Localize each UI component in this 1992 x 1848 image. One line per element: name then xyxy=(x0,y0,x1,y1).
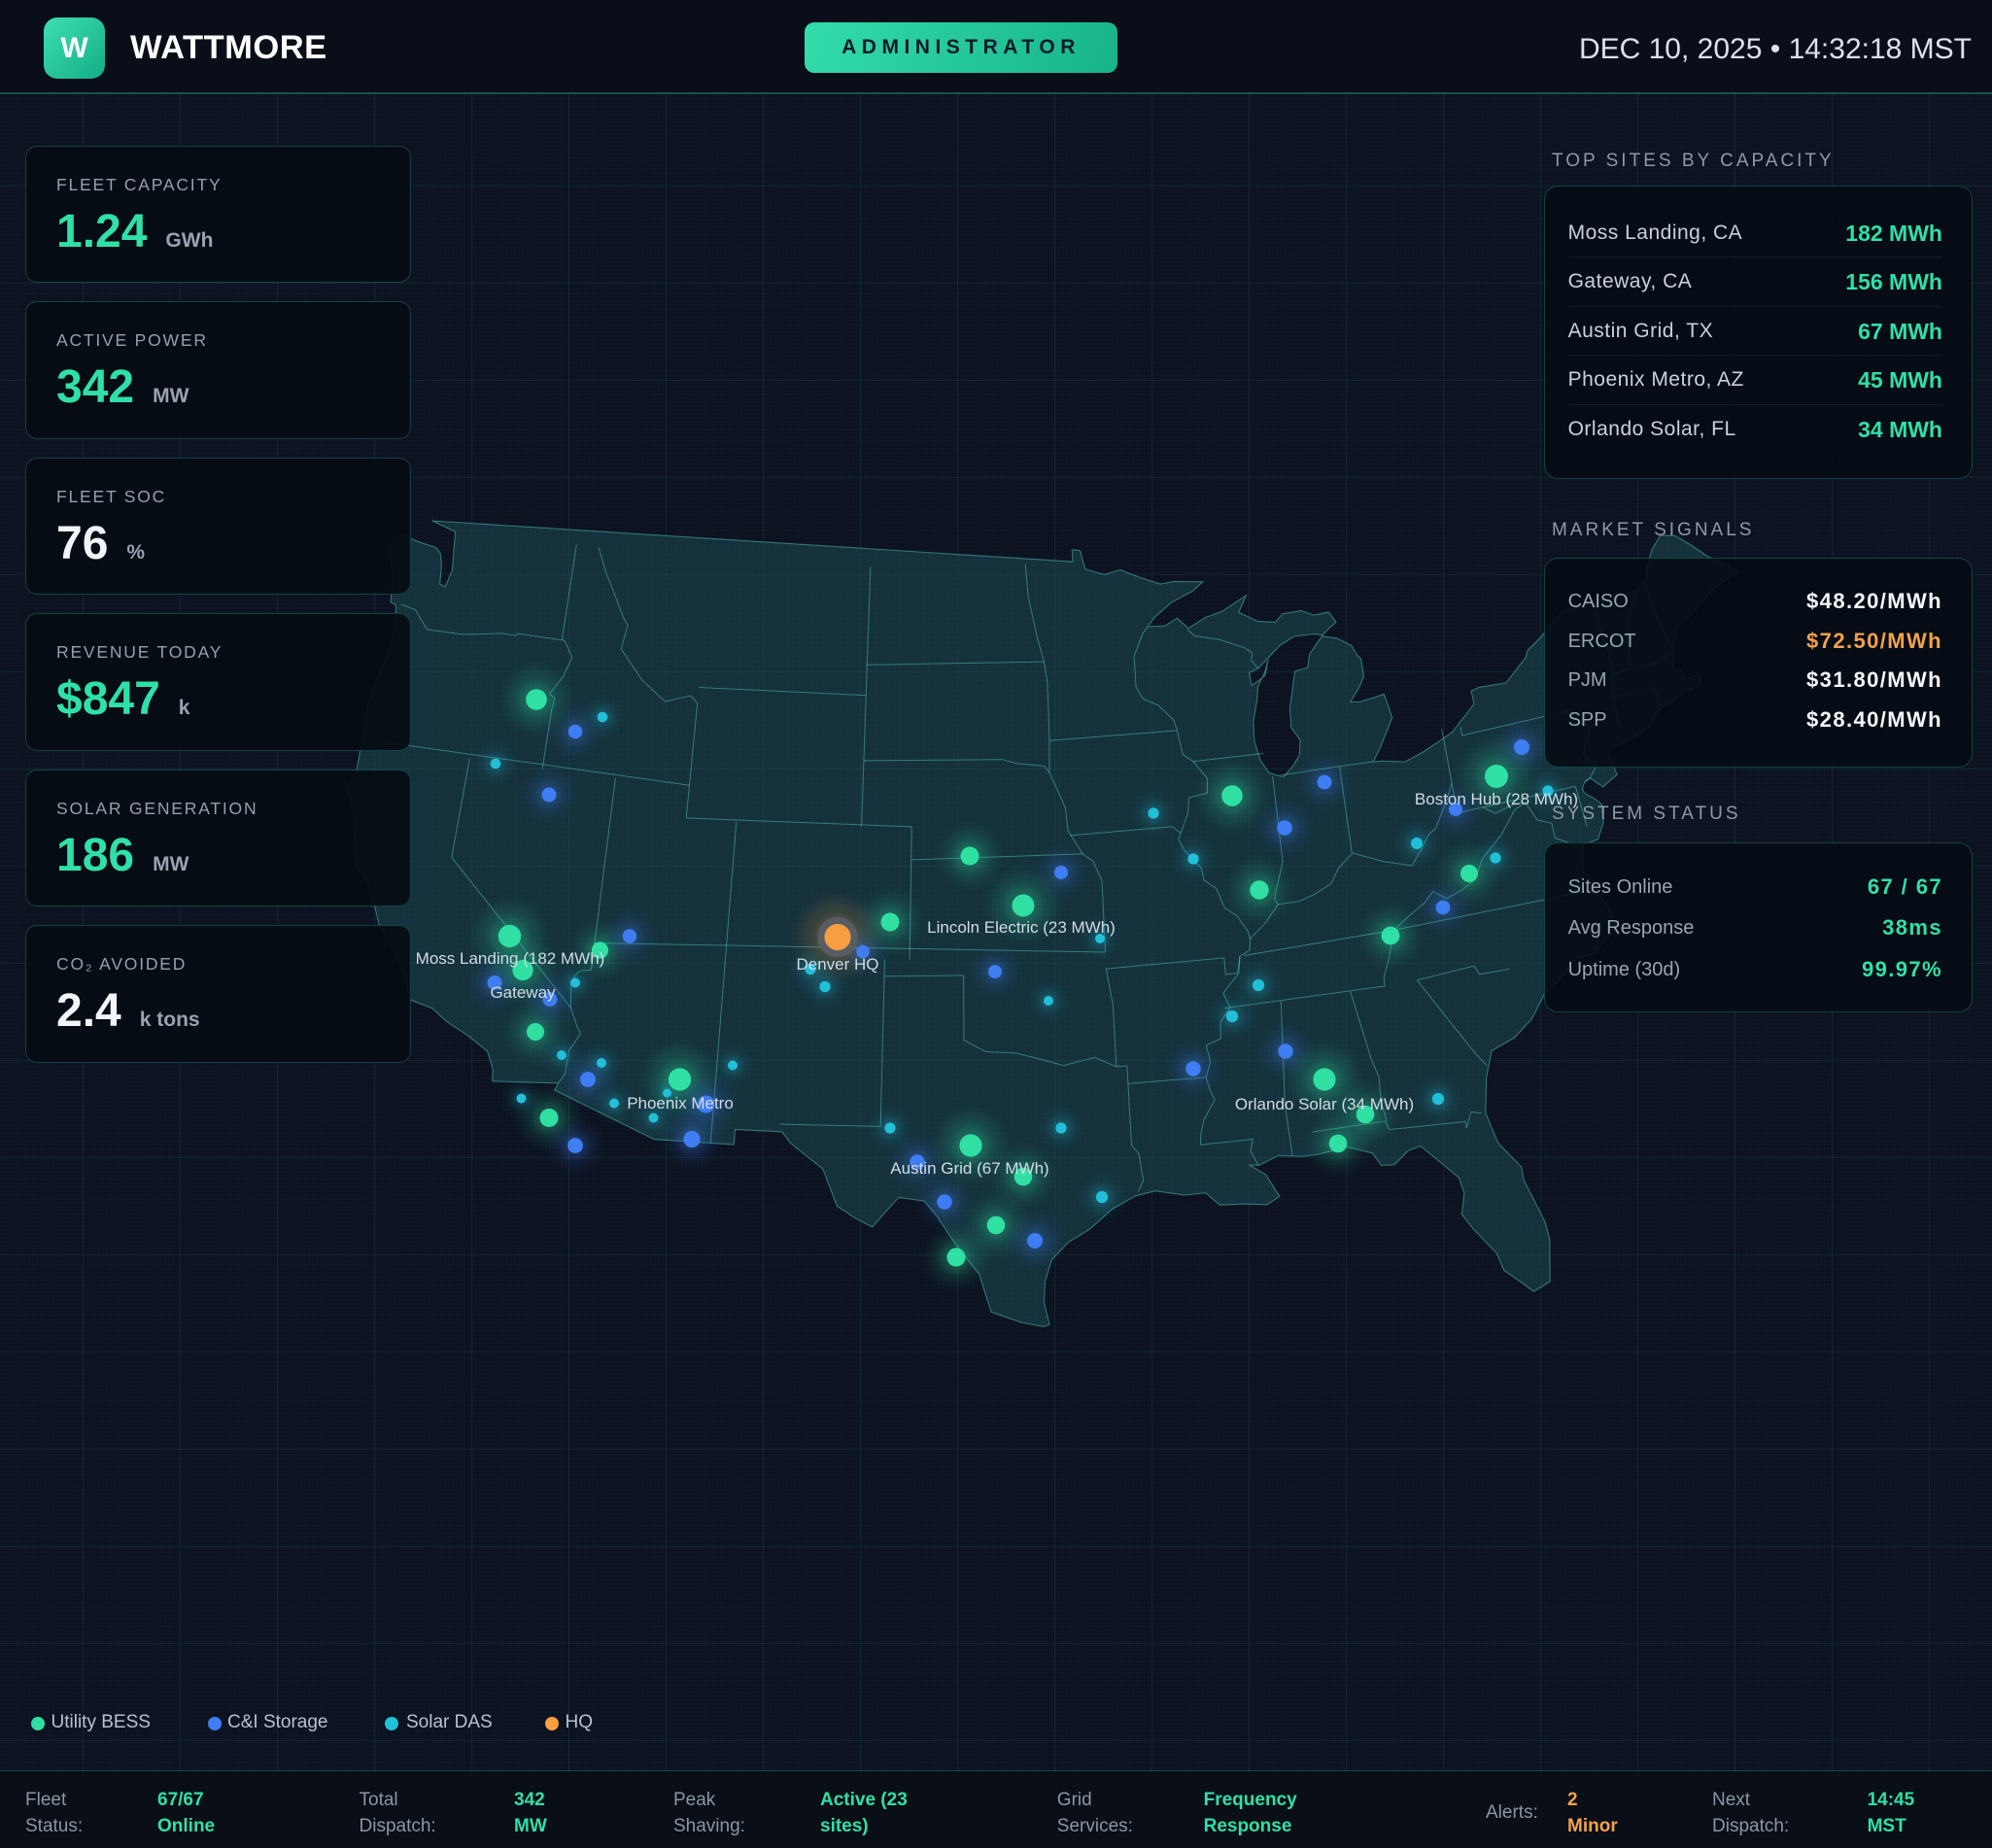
svg-text:Boston Hub (28 MWh): Boston Hub (28 MWh) xyxy=(1415,790,1578,808)
svg-text:Orlando Solar (34 MWh): Orlando Solar (34 MWh) xyxy=(1235,1095,1414,1113)
svg-text:Denver HQ: Denver HQ xyxy=(796,955,878,974)
svg-text:Gateway: Gateway xyxy=(490,983,556,1002)
svg-text:Lincoln Electric (23 MWh): Lincoln Electric (23 MWh) xyxy=(927,918,1116,937)
svg-text:Moss Landing (182 MWh): Moss Landing (182 MWh) xyxy=(416,949,605,968)
svg-text:Phoenix Metro: Phoenix Metro xyxy=(627,1094,734,1112)
svg-text:Austin Grid (67 MWh): Austin Grid (67 MWh) xyxy=(890,1159,1048,1178)
